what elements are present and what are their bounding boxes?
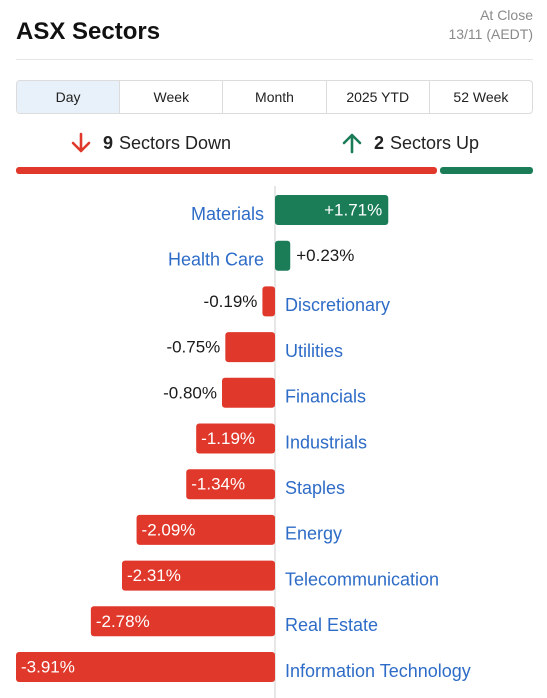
tab-52-week[interactable]: 52 Week (453, 89, 509, 105)
bar-energy[interactable] (136, 514, 275, 545)
tab-day[interactable]: Day (17, 81, 121, 113)
bar-value-label: -2.09% (142, 520, 196, 539)
sectors-up-count: 2 (374, 132, 385, 153)
bar-staples[interactable] (186, 469, 275, 500)
arrow-down-icon (71, 132, 91, 153)
bar-value-label: +0.23% (296, 246, 354, 265)
bar-value-label: -1.34% (191, 475, 245, 494)
bar-materials[interactable] (275, 195, 389, 225)
category-label[interactable]: Telecommunication (285, 569, 439, 589)
bar-value-label: -2.31% (127, 566, 181, 585)
bar-health-care[interactable] (275, 240, 291, 271)
bar-telecommunication[interactable] (121, 560, 276, 591)
bar-utilities[interactable] (225, 332, 275, 363)
bar-value-label: +1.71% (324, 200, 382, 219)
category-label[interactable]: Staples (285, 478, 345, 498)
category-label[interactable]: Utilities (285, 341, 343, 361)
category-label[interactable]: Energy (285, 524, 342, 544)
status-text: At Close (480, 7, 533, 23)
page-title: ASX Sectors (16, 18, 161, 45)
category-label[interactable]: Financials (285, 387, 366, 407)
bar-value-label: -1.19% (201, 429, 255, 448)
sectors-up-label: Sectors Up (390, 132, 480, 153)
tab-month[interactable]: Month (223, 81, 327, 113)
sector-ratio-bar (16, 167, 533, 174)
sectors-down-label: Sectors Down (119, 132, 232, 153)
bar-industrials[interactable] (196, 423, 275, 454)
bar-value-label: -0.75% (166, 338, 220, 357)
status-date: 13/11 (AEDT) (448, 26, 533, 42)
category-label[interactable]: Information Technology (285, 661, 471, 681)
category-label[interactable]: Real Estate (285, 615, 378, 635)
sectors-down-count: 9 (103, 132, 114, 153)
ratio-up-segment (439, 167, 533, 174)
bar-real-estate[interactable] (90, 606, 276, 637)
tab-week[interactable]: Week (120, 81, 224, 113)
sectors-up-summary: 2 Sectors Up (342, 132, 479, 154)
bar-information-technology[interactable] (16, 652, 275, 682)
arrow-up-icon (342, 133, 362, 154)
bar-value-label: -0.19% (204, 292, 258, 311)
category-label[interactable]: Health Care (168, 249, 264, 269)
period-tabs: Day Week Month 2025 YTD 52 Week (16, 80, 533, 114)
bar-value-label: -0.80% (163, 383, 217, 402)
category-label[interactable]: Discretionary (285, 295, 390, 315)
bar-discretionary[interactable] (262, 286, 275, 317)
header: ASX Sectors At Close 13/11 (AEDT) (16, 0, 533, 60)
tab-ytd[interactable]: 2025 YTD (327, 81, 430, 113)
category-label[interactable]: Materials (191, 204, 264, 224)
bar-value-label: -2.78% (96, 612, 150, 631)
category-label[interactable]: Industrials (285, 432, 367, 452)
sectors-down-summary: 9 Sectors Down (71, 132, 231, 154)
sector-bar-chart: +1.71% Materials +0.23% Health Care -0.19% Di… (16, 186, 471, 698)
ratio-down-segment (16, 167, 437, 174)
bar-financials[interactable] (222, 377, 275, 408)
bar-value-label: -3.91% (21, 657, 75, 676)
market-status: At Close 13/11 (AEDT) (448, 6, 533, 44)
